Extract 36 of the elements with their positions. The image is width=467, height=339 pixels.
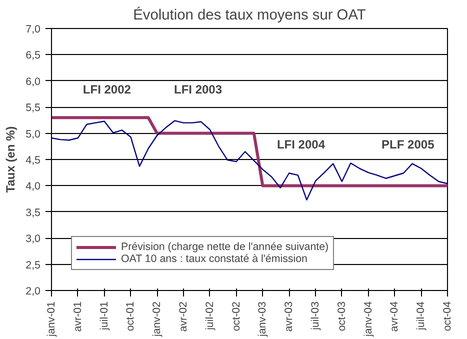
y-tick-label: 5,0 [26, 128, 41, 140]
annotation: LFI 2002 [82, 82, 132, 97]
x-tick-label: oct-02 [230, 301, 242, 332]
x-tick-label: janv-02 [151, 301, 164, 338]
x-tick-label: avr-04 [388, 301, 401, 332]
x-tick-label: janv-03 [256, 301, 269, 338]
x-tick-label: oct-03 [336, 301, 348, 332]
x-tick-label: juil-01 [98, 301, 110, 331]
x-tick-label: janv-01 [46, 301, 58, 338]
x-tick-label: juil-02 [204, 301, 216, 331]
x-tick-label: oct-01 [124, 301, 137, 332]
y-tick-label: 2,5 [26, 259, 41, 272]
x-tick-label: oct-04 [442, 301, 454, 332]
x-tick-label: avr-01 [72, 301, 84, 332]
x-tick-label: avr-03 [283, 301, 296, 332]
annotation: LFI 2004 [276, 138, 326, 152]
x-tick-label: juil-03 [310, 301, 322, 331]
y-tick-label: 6,5 [26, 50, 41, 62]
y-tick-label: 7,0 [26, 24, 41, 36]
y-tick-label: 3,0 [26, 233, 41, 246]
legend-label: OAT 10 ans : taux constaté à l'émission [121, 253, 308, 265]
annotation: PLF 2005 [382, 138, 435, 152]
y-tick-label: 3,5 [26, 206, 41, 219]
x-tick-label: avr-02 [178, 301, 190, 332]
x-tick-label: janv-04 [362, 301, 374, 338]
annotation: LFI 2003 [174, 82, 222, 97]
y-axis-title: Taux (en %) [4, 126, 18, 193]
chart-title: Évolution des taux moyens sur OAT [133, 6, 366, 24]
y-tick-label: 5,5 [26, 102, 41, 114]
line-series [52, 120, 448, 200]
y-tick-label: 4,5 [26, 154, 41, 166]
y-tick-label: 6,0 [26, 76, 41, 88]
x-tick-label: juil-04 [415, 301, 428, 331]
y-tick-label: 4,0 [26, 180, 41, 193]
y-tick-label: 2,0 [26, 286, 41, 298]
legend-label: Prévision (charge nette de l'année suivante) [121, 241, 329, 253]
